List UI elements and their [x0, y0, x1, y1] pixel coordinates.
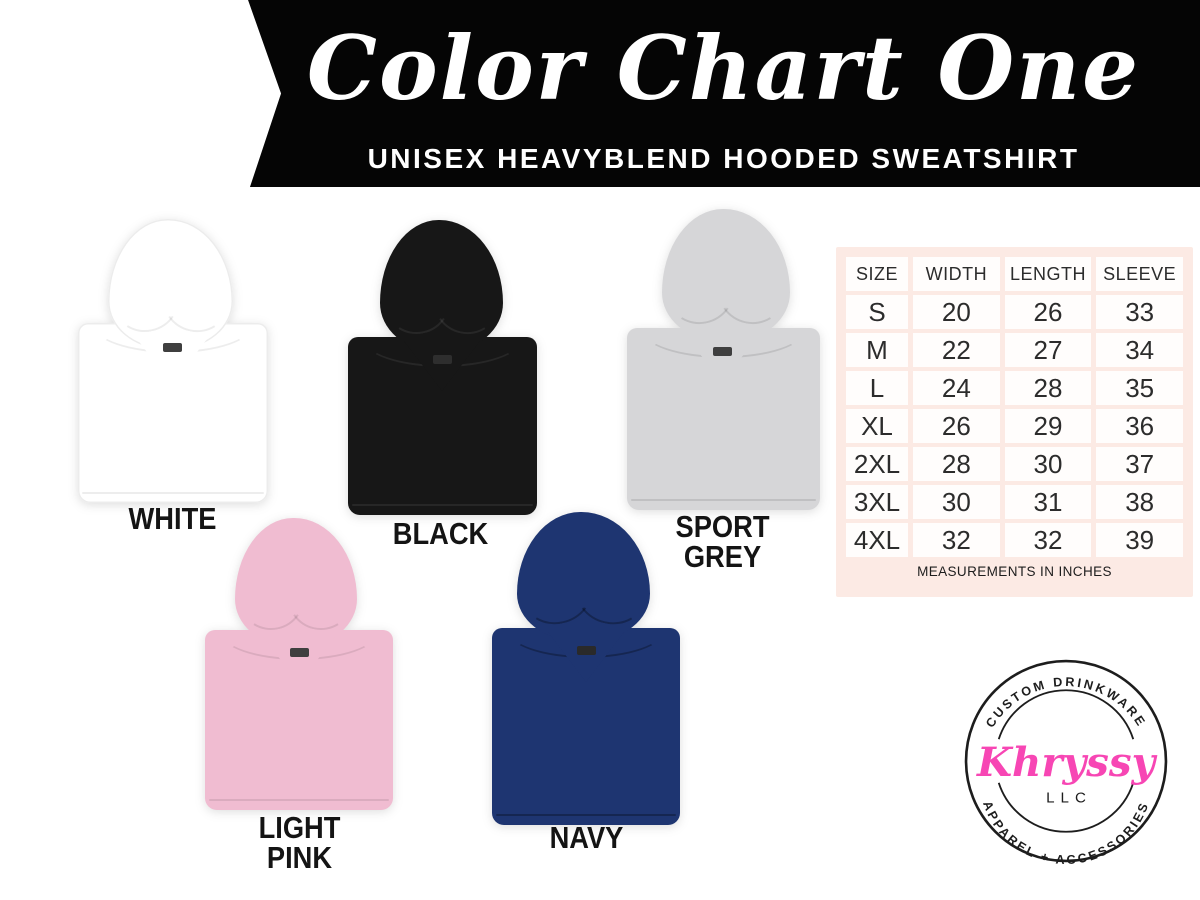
brand-logo-svg: CUSTOM DRINKWARE APPAREL + ACCESSORIES K… [964, 659, 1168, 867]
table-cell: S [846, 295, 908, 329]
hoodie-hood-shape [108, 219, 233, 349]
column-header-length: LENGTH [1004, 257, 1092, 291]
brand-logo-badge: CUSTOM DRINKWARE APPAREL + ACCESSORIES K… [962, 657, 1170, 867]
table-cell: 27 [1004, 333, 1092, 367]
table-cell: 38 [1096, 485, 1183, 519]
neck-tag [290, 648, 309, 657]
column-header-sleeve: SLEEVE [1096, 257, 1183, 291]
logo-brand-name: Khryssy [976, 738, 1158, 786]
table-cell: 26 [913, 409, 1000, 443]
table-cell: 34 [1096, 333, 1183, 367]
color-label-navy: NAVY [549, 820, 624, 855]
table-cell: 22 [913, 333, 1000, 367]
hoodie-sport-grey [620, 205, 825, 535]
table-cell: 4XL [846, 523, 908, 557]
table-cell: 3XL [846, 485, 908, 519]
hoodie-hood-shape [662, 209, 790, 341]
logo-outer-ring [964, 659, 1168, 863]
table-cell: 36 [1096, 409, 1183, 443]
hoodie-navy [484, 508, 689, 838]
color-label-white: WHITE [128, 501, 217, 536]
neck-tag [577, 646, 596, 655]
table-cell: 32 [1004, 523, 1092, 557]
color-label-sport-grey: SPORT GREY [675, 509, 770, 574]
table-cell: 39 [1096, 523, 1183, 557]
banner-ribbon: Color Chart One UNISEX HEAVYBLEND HOODED… [248, 0, 1200, 187]
logo-inner-arc-bottom [997, 782, 1135, 833]
size-chart-grid: SIZE WIDTH LENGTH SLEEVE S 20 26 33 M 22… [846, 257, 1183, 557]
table-cell: 28 [1004, 371, 1092, 405]
neck-tag [433, 355, 452, 364]
table-cell: 30 [1004, 447, 1092, 481]
table-cell: 2XL [846, 447, 908, 481]
table-cell: 29 [1004, 409, 1092, 443]
table-cell: 31 [1004, 485, 1092, 519]
table-cell: XL [846, 409, 908, 443]
table-cell: 26 [1004, 295, 1092, 329]
measurements-note: MEASUREMENTS IN INCHES [917, 564, 1112, 579]
hoodie-light-pink [197, 512, 402, 842]
logo-llc-text: LLC [1046, 789, 1092, 806]
table-cell: 24 [913, 371, 1000, 405]
neck-tag [713, 347, 732, 356]
page-title: Color Chart One [306, 16, 1141, 120]
color-label-light-pink: LIGHT PINK [258, 810, 341, 875]
neck-tag [163, 343, 182, 352]
column-header-size: SIZE [846, 257, 908, 291]
column-header-width: WIDTH [913, 257, 1000, 291]
table-cell: 32 [913, 523, 1000, 557]
table-cell: 37 [1096, 447, 1183, 481]
table-cell: 28 [913, 447, 1000, 481]
table-cell: 30 [913, 485, 1000, 519]
logo-inner-arc-top [997, 689, 1135, 740]
page-subtitle: UNISEX HEAVYBLEND HOODED SWEATSHIRT [367, 143, 1080, 174]
table-cell: 35 [1096, 371, 1183, 405]
hoodie-hood-shape [517, 512, 650, 641]
table-cell: 33 [1096, 295, 1183, 329]
size-chart-table: SIZE WIDTH LENGTH SLEEVE S 20 26 33 M 22… [836, 247, 1193, 597]
hoodie-hood-shape [235, 518, 357, 646]
table-cell: M [846, 333, 908, 367]
table-cell: L [846, 371, 908, 405]
color-label-black: BLACK [392, 516, 489, 551]
hoodie-black [340, 215, 545, 545]
hoodie-hood-shape [380, 220, 503, 351]
hoodie-white [70, 205, 275, 535]
table-cell: 20 [913, 295, 1000, 329]
